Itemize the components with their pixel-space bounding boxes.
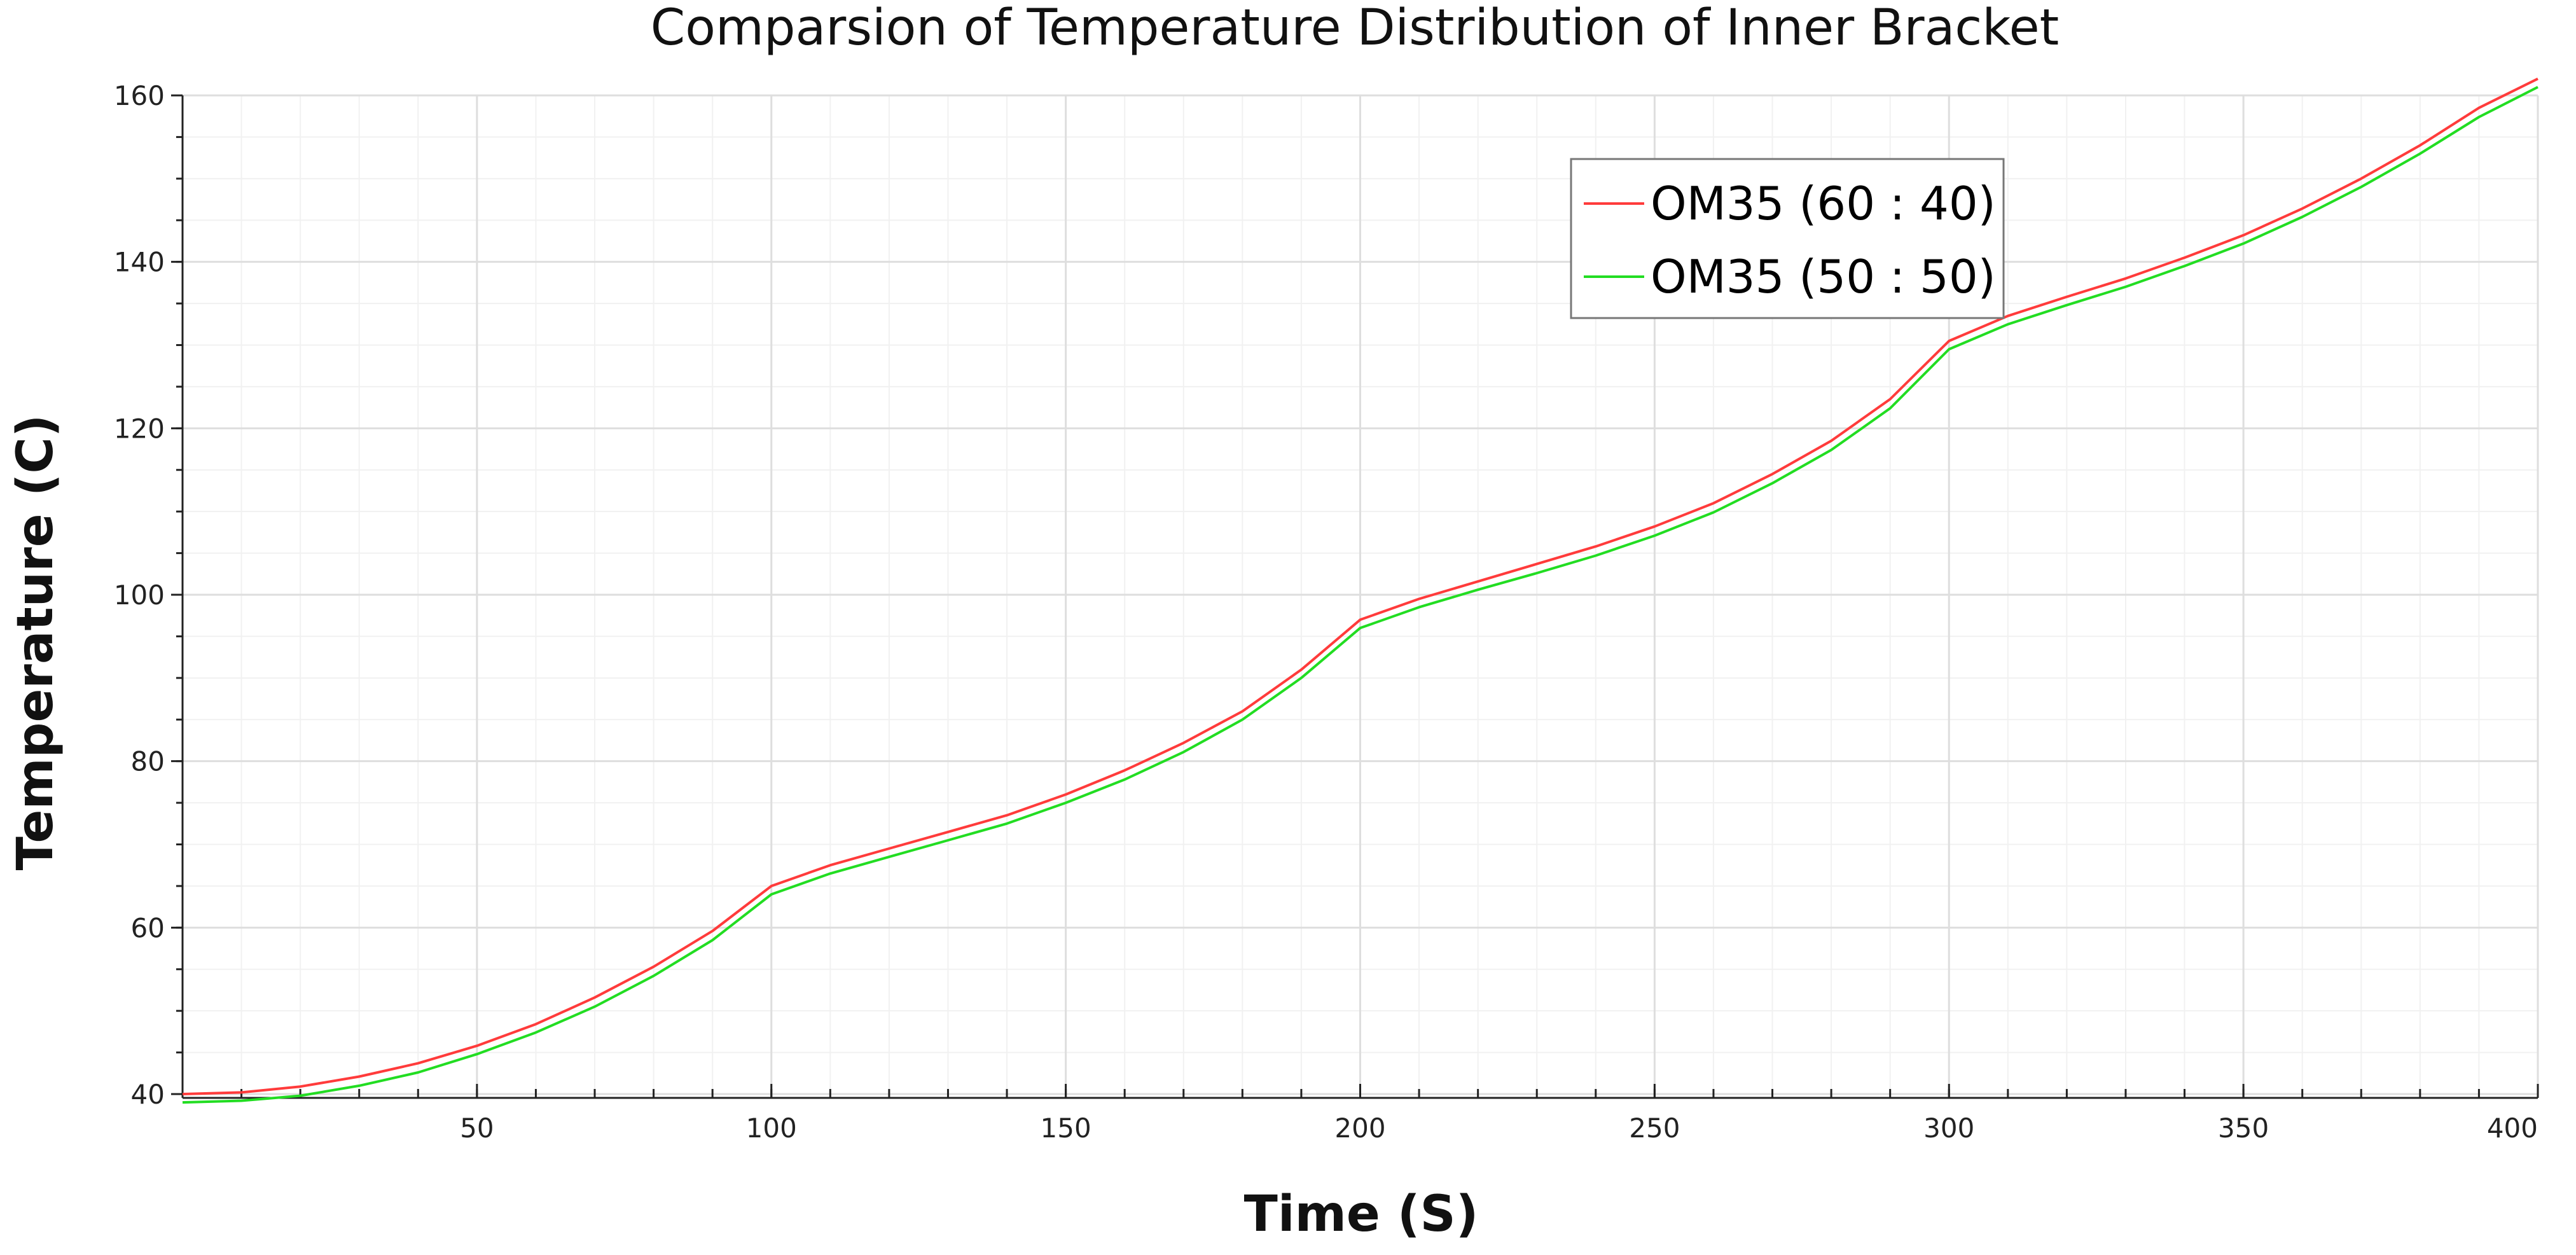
grid [183,94,2539,1095]
series-line-2 [182,86,2538,1104]
chart-title: Comparsion of Temperature Distribution o… [651,0,2059,57]
y-tick-label: 160 [114,80,165,111]
x-tick-label: 200 [1334,1113,1385,1144]
series-layer [182,78,2538,1104]
legend-label-series-1: OM35 (60 : 40) [1651,177,1996,230]
legend-label-series-2: OM35 (50 : 50) [1651,250,1996,303]
x-tick-label: 250 [1629,1113,1680,1144]
y-tick-label: 120 [114,413,165,444]
y-tick-label: 80 [131,746,165,777]
x-tick-label: 150 [1041,1113,1091,1144]
x-tick-label: 300 [1923,1113,1974,1144]
y-axis-label: Temperature (C) [7,415,64,871]
x-axis-label: Time (S) [1244,1186,1479,1243]
series-line-1 [182,78,2538,1095]
y-tick-label: 140 [114,247,165,278]
x-tick-label: 100 [746,1113,797,1144]
y-tick-label: 40 [131,1079,165,1110]
axes: 50 100 150 200 250 300 350 400 40 60 80 100 120 140 16… [114,80,2539,1144]
legend-box [1570,158,2005,319]
y-tick-label: 100 [114,579,165,611]
legend: OM35 (60 : 40) OM35 (50 : 50) [1570,158,2005,319]
y-tick-label: 60 [131,912,165,943]
x-tick-label: 400 [2487,1113,2538,1144]
x-tick-label: 350 [2218,1113,2269,1144]
x-tick-label: 50 [460,1113,494,1144]
